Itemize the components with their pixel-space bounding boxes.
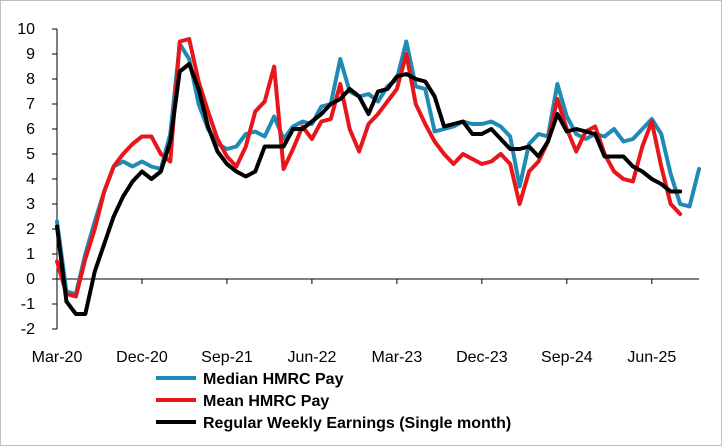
- y-tick-label: 0: [26, 271, 35, 288]
- y-axis-ticks: -2 -1 0 1 2 3 4 5 6 7 8 9 10: [17, 21, 57, 338]
- legend: Median HMRC Pay Mean HMRC Pay Regular Week…: [156, 371, 511, 432]
- series-line-mean-hmrc-pay: [55, 37, 683, 299]
- series-line-regular-weekly-earnings-single-month: [55, 62, 683, 316]
- x-tick-label: Dec-20: [116, 349, 168, 366]
- y-tick-label: -1: [21, 296, 35, 313]
- legend-label-regular-weekly-earnings-single-month: Regular Weekly Earnings (Single month): [203, 415, 511, 432]
- y-tick-label: 1: [26, 246, 35, 263]
- legend-label-mean-hmrc-pay: Mean HMRC Pay: [203, 393, 329, 410]
- series-line-median-hmrc-pay: [55, 39, 701, 296]
- y-tick-label: 2: [26, 221, 35, 238]
- legend-label-median-hmrc-pay: Median HMRC Pay: [203, 371, 344, 388]
- y-tick-label: 6: [26, 121, 35, 138]
- x-tick-label: Jun-22: [287, 349, 336, 366]
- y-tick-label: 10: [17, 21, 35, 38]
- y-tick-label: 5: [26, 146, 35, 163]
- y-tick-label: 4: [26, 171, 35, 188]
- x-tick-label: Sep-21: [201, 349, 253, 366]
- x-tick-label: Mar-23: [372, 349, 423, 366]
- x-tick-label: Jun-25: [627, 349, 676, 366]
- x-tick-label: Dec-23: [456, 349, 508, 366]
- y-tick-label: 3: [26, 196, 35, 213]
- y-tick-label: 8: [26, 71, 35, 88]
- x-axis-ticks: Mar-20 Dec-20 Sep-21 Jun-22 Mar-23 Dec-23 Sep-…: [32, 279, 676, 366]
- y-tick-label: -2: [21, 321, 35, 338]
- y-tick-label: 7: [26, 96, 35, 113]
- series-lines: [55, 37, 701, 316]
- x-tick-label: Sep-24: [541, 349, 593, 366]
- x-tick-label: Mar-20: [32, 349, 83, 366]
- y-tick-label: 9: [26, 46, 35, 63]
